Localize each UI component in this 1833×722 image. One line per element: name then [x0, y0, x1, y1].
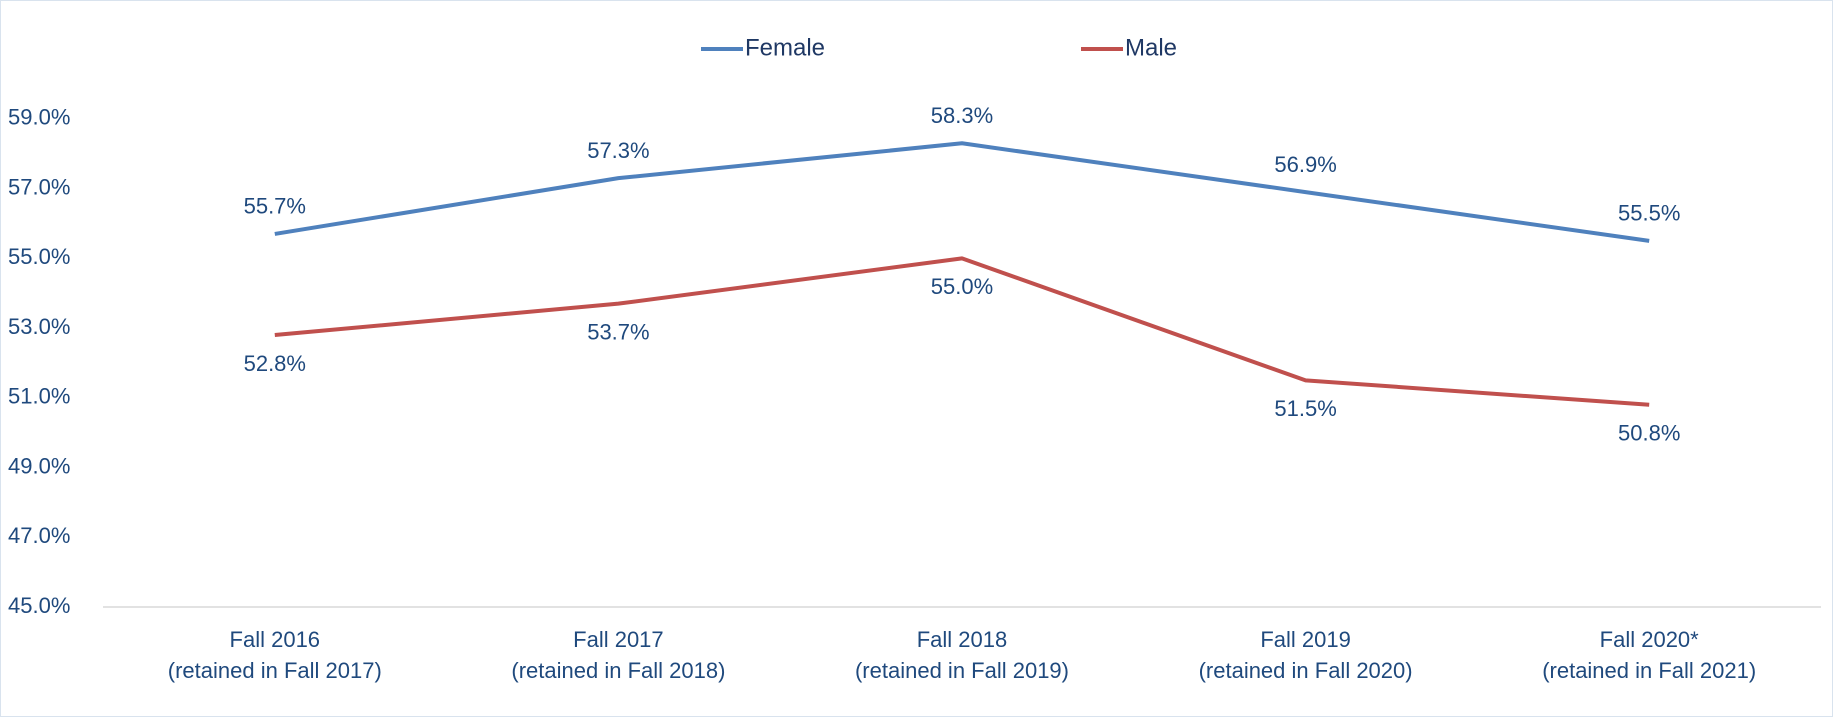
y-tick-label: 59.0%	[8, 105, 70, 130]
x-tick-label: (retained in Fall 2020)	[1199, 658, 1413, 683]
data-label: 52.8%	[244, 351, 306, 376]
data-label: 55.7%	[244, 194, 306, 219]
legend-label: Female	[745, 34, 825, 61]
x-tick-label: (retained in Fall 2017)	[168, 658, 382, 683]
x-tick-label: Fall 2016	[230, 627, 321, 652]
x-tick-label: Fall 2018	[917, 627, 1008, 652]
x-tick-label: Fall 2020*	[1600, 627, 1700, 652]
series-line	[274, 141, 1650, 243]
y-tick-label: 57.0%	[8, 174, 70, 199]
y-tick-label: 51.0%	[8, 384, 70, 409]
y-tick-label: 47.0%	[8, 523, 70, 548]
y-tick-label: 53.0%	[8, 314, 70, 339]
series-line	[274, 256, 1650, 407]
y-tick-label: 55.0%	[8, 244, 70, 269]
data-label: 58.3%	[931, 103, 993, 128]
x-tick-label: Fall 2017	[573, 627, 664, 652]
x-tick-label: (retained in Fall 2019)	[855, 658, 1069, 683]
x-tick-label: Fall 2019	[1260, 627, 1351, 652]
x-tick-label: (retained in Fall 2021)	[1542, 658, 1756, 683]
y-tick-label: 45.0%	[8, 593, 70, 618]
data-label: 55.0%	[931, 274, 993, 299]
data-label: 56.9%	[1274, 152, 1336, 177]
data-label: 51.5%	[1274, 396, 1336, 421]
data-label: 57.3%	[587, 138, 649, 163]
data-label: 50.8%	[1618, 421, 1680, 446]
y-tick-label: 49.0%	[8, 453, 70, 478]
data-label: 53.7%	[587, 319, 649, 344]
data-label: 55.5%	[1618, 201, 1680, 226]
legend-label: Male	[1125, 34, 1177, 61]
x-tick-label: (retained in Fall 2018)	[511, 658, 725, 683]
